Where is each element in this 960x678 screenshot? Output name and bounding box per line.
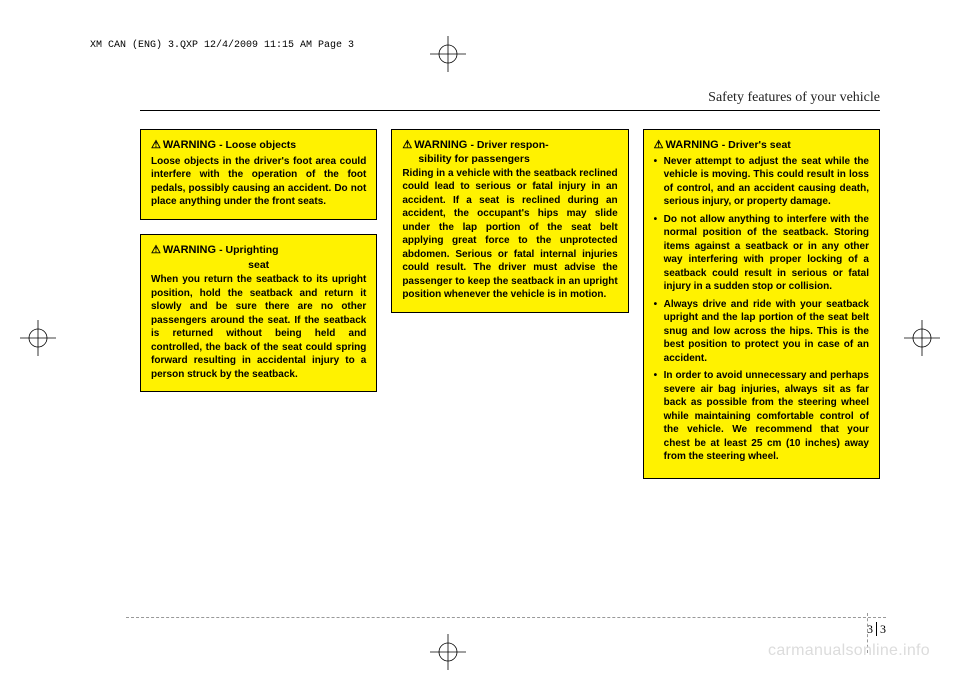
crop-mark-bottom xyxy=(430,634,466,670)
warning-icon: ⚠ xyxy=(151,138,161,152)
page-number-area: 33 xyxy=(166,617,886,638)
column-1: ⚠WARNING - Loose objects Loose objects i… xyxy=(140,129,377,392)
page-number: 3 xyxy=(880,622,886,636)
warning-body: Never attempt to adjust the seat while t… xyxy=(654,155,869,464)
warning-label: WARNING xyxy=(163,139,216,151)
warning-subtitle-prefix: - Uprighting xyxy=(219,244,278,256)
warning-label: WARNING xyxy=(163,244,216,256)
warning-heading: ⚠WARNING - Uprighting xyxy=(151,243,366,258)
warning-list-item: Never attempt to adjust the seat while t… xyxy=(654,155,869,209)
warning-list: Never attempt to adjust the seat while t… xyxy=(654,155,869,464)
warning-label: WARNING xyxy=(666,139,719,151)
warning-subtitle-prefix: - Driver respon- xyxy=(470,139,548,151)
warning-heading: ⚠WARNING - Driver's seat xyxy=(654,138,869,153)
crop-mark-left xyxy=(20,320,56,356)
warning-subtitle: - Loose objects xyxy=(219,139,296,151)
warning-body: Riding in a vehicle with the seatback re… xyxy=(402,167,617,302)
header-rule xyxy=(140,110,880,111)
warning-uprighting-seat: ⚠WARNING - Uprighting seat When you retu… xyxy=(140,234,377,393)
warning-subtitle-line2: sibility for passengers xyxy=(402,153,617,165)
imposition-line: XM CAN (ENG) 3.QXP 12/4/2009 11:15 AM Pa… xyxy=(90,40,354,51)
crop-mark-top xyxy=(430,36,466,72)
warning-icon: ⚠ xyxy=(402,138,412,152)
warning-body: When you return the seatback to its upri… xyxy=(151,273,366,381)
warning-list-item: In order to avoid unnecessary and perhap… xyxy=(654,369,869,464)
warning-heading: ⚠WARNING - Loose objects xyxy=(151,138,366,153)
warning-subtitle: - Driver's seat xyxy=(722,139,791,151)
warning-driver-responsibility: ⚠WARNING - Driver respon- sibility for p… xyxy=(391,129,628,313)
section-title: Safety features of your vehicle xyxy=(140,90,880,106)
warning-list-item: Always drive and ride with your seatback… xyxy=(654,298,869,366)
footer-dotted-rule xyxy=(126,617,886,618)
warning-loose-objects: ⚠WARNING - Loose objects Loose objects i… xyxy=(140,129,377,220)
column-2: ⚠WARNING - Driver respon- sibility for p… xyxy=(391,129,628,313)
column-3: ⚠WARNING - Driver's seat Never attempt t… xyxy=(643,129,880,479)
content-columns: ⚠WARNING - Loose objects Loose objects i… xyxy=(140,129,880,479)
watermark: carmanualsonline.info xyxy=(768,642,930,660)
warning-drivers-seat: ⚠WARNING - Driver's seat Never attempt t… xyxy=(643,129,880,479)
warning-body: Loose objects in the driver's foot area … xyxy=(151,155,366,209)
warning-label: WARNING xyxy=(414,139,467,151)
warning-icon: ⚠ xyxy=(151,243,161,257)
page-content: Safety features of your vehicle ⚠WARNING… xyxy=(140,90,880,628)
warning-icon: ⚠ xyxy=(654,138,664,152)
warning-list-item: Do not allow anything to interfere with … xyxy=(654,213,869,294)
warning-heading: ⚠WARNING - Driver respon- xyxy=(402,138,617,153)
crop-mark-right xyxy=(904,320,940,356)
warning-subtitle-line2: seat xyxy=(151,259,366,271)
